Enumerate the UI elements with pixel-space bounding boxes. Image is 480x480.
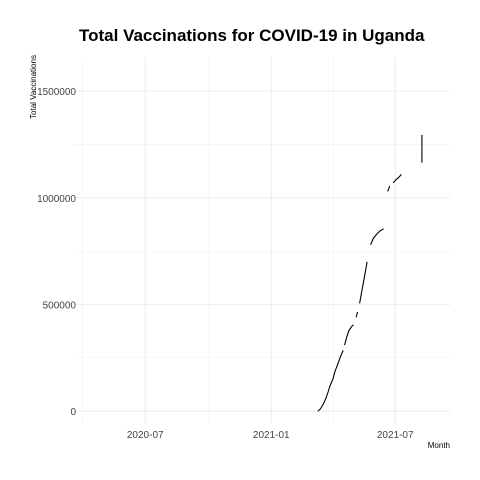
series-line-segment — [355, 311, 359, 318]
series-line-segment — [317, 350, 344, 412]
y-tick-label: 500000 — [43, 301, 77, 312]
x-axis-title: Month — [428, 441, 450, 450]
series-line-segment — [392, 174, 402, 184]
x-tick-label: 2020-07 — [127, 430, 164, 441]
x-tick-label: 2021-07 — [377, 430, 414, 441]
x-axis: 2020-07 2021-01 2021-07 — [127, 430, 414, 441]
grid — [74, 57, 450, 424]
y-tick-label: 0 — [70, 407, 76, 418]
y-tick-label: 1000000 — [37, 194, 76, 205]
chart-title: Total Vaccinations for COVID-19 in Ugand… — [79, 26, 425, 45]
series-line-segment — [359, 261, 368, 304]
x-tick-label: 2021-01 — [253, 430, 290, 441]
series-line-segment — [343, 324, 354, 346]
series-line-segment — [370, 228, 384, 246]
y-axis: 0 500000 1000000 1500000 — [37, 87, 76, 418]
y-axis-title: Total Vaccinations — [29, 55, 38, 119]
series-line-segment — [387, 185, 391, 192]
y-tick-label: 1500000 — [37, 87, 76, 98]
series — [317, 134, 423, 412]
